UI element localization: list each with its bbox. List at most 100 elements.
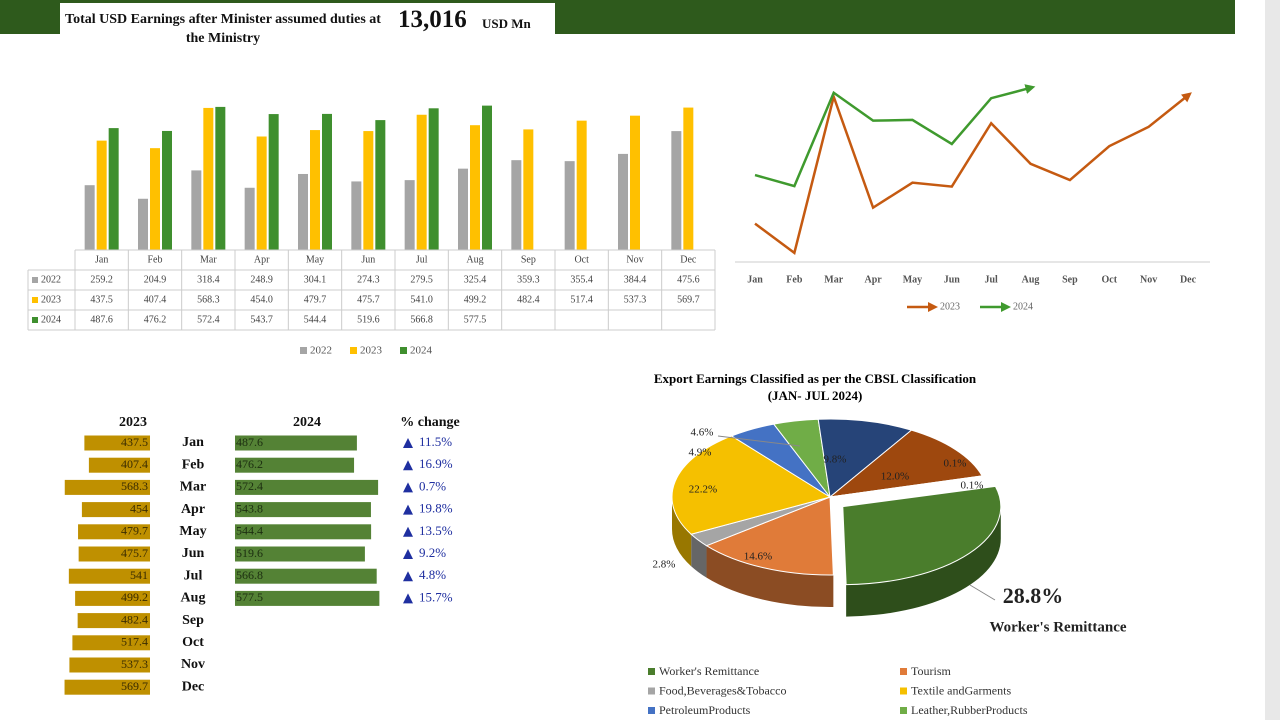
slice-label: 0.1% xyxy=(944,458,967,470)
bar xyxy=(78,546,150,562)
legend-label: PetroleumProducts xyxy=(659,703,751,717)
bar xyxy=(576,120,587,251)
bar xyxy=(351,181,362,250)
pie-slice xyxy=(671,435,832,535)
legend-swatch xyxy=(32,317,38,323)
table-cell: 566.8 xyxy=(410,314,433,325)
bar xyxy=(235,546,365,562)
table-cell: 407.4 xyxy=(144,294,167,305)
row-label: 2023 xyxy=(41,294,61,305)
bar xyxy=(458,168,468,250)
legend-swatch xyxy=(900,687,907,695)
up-arrow xyxy=(403,549,413,559)
slice-label: 2.8% xyxy=(653,559,676,571)
slice-annotation: Worker's Remittance xyxy=(989,619,1126,635)
legend-label: Textile andGarments xyxy=(911,683,1011,697)
bar xyxy=(68,568,150,584)
pie-slice xyxy=(842,485,1002,586)
table-cell: 541.0 xyxy=(410,294,433,305)
header-box xyxy=(60,3,555,51)
bar xyxy=(671,131,682,250)
bar-label: 407.4 xyxy=(121,457,148,471)
bar xyxy=(72,635,150,651)
x-tick-label: Mar xyxy=(200,254,217,265)
x-tick-label: Jan xyxy=(747,274,763,285)
percent-label: 13.5% xyxy=(419,523,453,538)
pie-title: Export Earnings Classified as per the CB… xyxy=(654,371,977,386)
header-total: 13,016 xyxy=(398,6,467,33)
table-cell: 248.9 xyxy=(250,274,273,285)
category-label: Apr xyxy=(181,502,205,517)
x-tick-label: Aug xyxy=(466,254,483,265)
table-cell: 577.5 xyxy=(464,314,487,325)
legend-label: 2024 xyxy=(410,345,433,357)
bar xyxy=(235,568,377,584)
leader-line xyxy=(969,584,996,601)
category-label: Aug xyxy=(181,591,206,606)
x-tick-label: Dec xyxy=(1180,274,1197,285)
x-tick-label: Nov xyxy=(626,254,643,265)
bar xyxy=(235,457,355,473)
table-cell: 454.0 xyxy=(250,294,273,305)
bar-label: 566.8 xyxy=(236,568,263,582)
category-label: Sep xyxy=(182,613,204,628)
bar xyxy=(84,185,95,250)
pie-side xyxy=(691,534,707,578)
slice-label: 22.2% xyxy=(689,484,717,496)
table-cell: 569.7 xyxy=(677,294,700,305)
bar xyxy=(138,198,148,250)
bar xyxy=(363,131,374,250)
x-tick-label: Oct xyxy=(1101,274,1117,285)
bar-label: 499.2 xyxy=(121,590,148,604)
bar xyxy=(64,679,150,695)
pie-side xyxy=(672,497,692,567)
bar xyxy=(511,160,522,250)
pie-slice xyxy=(828,429,983,498)
x-tick-label: Feb xyxy=(786,274,803,285)
bar xyxy=(108,128,119,250)
bar xyxy=(630,115,640,250)
legend-swatch xyxy=(32,297,38,303)
header-unit: USD Mn xyxy=(482,16,531,31)
legend-swatch xyxy=(648,707,655,714)
bar-label: 482.4 xyxy=(121,612,148,626)
series-header: % change xyxy=(400,415,460,430)
table-cell: 437.5 xyxy=(90,294,113,305)
category-label: Jun xyxy=(182,546,205,561)
x-tick-label: Sep xyxy=(1062,274,1078,285)
legend-label: 2024 xyxy=(1013,301,1033,312)
x-tick-label: Jan xyxy=(95,254,108,265)
bar-label: 475.7 xyxy=(121,546,148,560)
category-label: Mar xyxy=(180,480,206,495)
bar-label: 537.3 xyxy=(121,657,148,671)
table-cell: 475.6 xyxy=(677,274,700,285)
slice-label: 4.9% xyxy=(689,447,712,459)
bar xyxy=(235,479,379,495)
bar xyxy=(77,613,150,629)
bar xyxy=(523,129,534,250)
table-cell: 568.3 xyxy=(197,294,220,305)
line-series xyxy=(754,84,1036,188)
bar-label: 544.4 xyxy=(236,524,263,538)
legend-swatch xyxy=(648,668,655,675)
bar xyxy=(162,130,172,250)
legend-swatch xyxy=(400,347,407,354)
legend-label: Worker's Remittance xyxy=(659,664,759,678)
legend-swatch xyxy=(648,687,655,695)
legend-label: Tourism xyxy=(911,664,951,678)
bar xyxy=(428,108,439,250)
bar xyxy=(683,107,694,250)
table-cell: 572.4 xyxy=(197,314,220,325)
table-cell: 274.3 xyxy=(357,274,380,285)
bar-label: 454 xyxy=(130,501,148,515)
bar xyxy=(268,114,279,250)
bar-label: 569.7 xyxy=(121,679,148,693)
pie-slice xyxy=(817,418,913,498)
category-label: Feb xyxy=(182,457,205,472)
up-arrow xyxy=(403,460,413,471)
bar xyxy=(310,130,320,250)
slice-label: 12.0% xyxy=(881,471,909,483)
bar xyxy=(416,114,427,250)
bar-label: 577.5 xyxy=(236,590,263,604)
